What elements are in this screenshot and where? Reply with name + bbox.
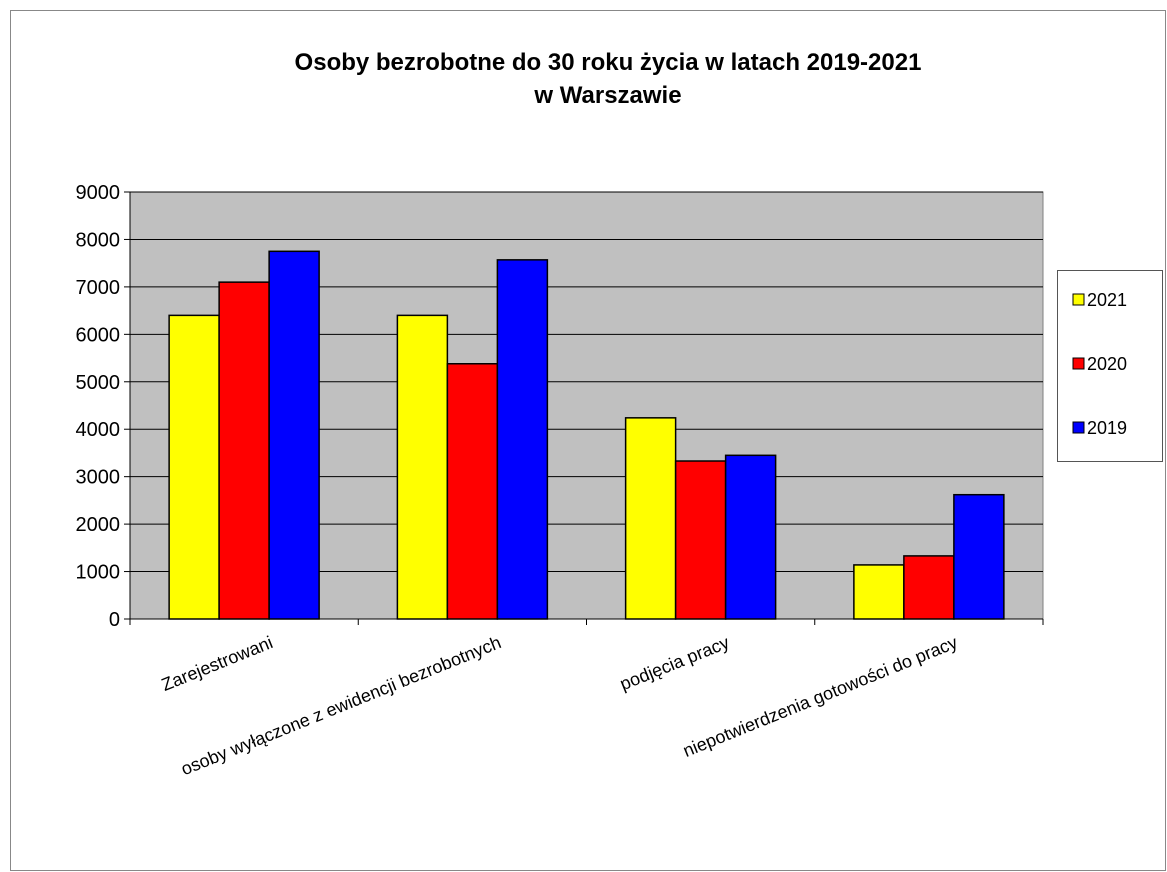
legend-label: 2019 — [1087, 418, 1127, 438]
bar — [218, 281, 270, 620]
bar — [446, 362, 499, 620]
bar — [268, 250, 320, 620]
y-tick-label: 1000 — [76, 562, 121, 584]
bar — [496, 259, 549, 620]
legend-swatch — [1072, 293, 1085, 306]
bar — [853, 564, 905, 620]
legend-swatch — [1072, 357, 1085, 370]
legend-label: 2020 — [1087, 354, 1127, 374]
legend-label: 2021 — [1087, 290, 1127, 310]
bar — [168, 314, 220, 620]
y-tick-label: 4000 — [76, 419, 121, 441]
y-tick-label: 6000 — [76, 324, 121, 346]
y-tick-label: 2000 — [76, 514, 121, 536]
y-tick-label: 0 — [109, 609, 120, 631]
y-tick-label: 9000 — [76, 182, 121, 204]
chart-title: Osoby bezrobotne do 30 roku życia w lata… — [295, 49, 922, 76]
y-tick-label: 3000 — [76, 467, 121, 489]
chart-title: w Warszawie — [533, 82, 681, 109]
bar — [903, 555, 955, 620]
legend-swatch — [1072, 421, 1085, 434]
y-tick-label: 5000 — [76, 372, 121, 394]
bar — [396, 314, 449, 620]
bar — [724, 454, 777, 620]
bar — [953, 493, 1005, 620]
bar — [624, 417, 677, 620]
y-tick-label: 7000 — [76, 277, 121, 299]
bar — [674, 460, 727, 620]
y-tick-label: 8000 — [76, 229, 121, 251]
